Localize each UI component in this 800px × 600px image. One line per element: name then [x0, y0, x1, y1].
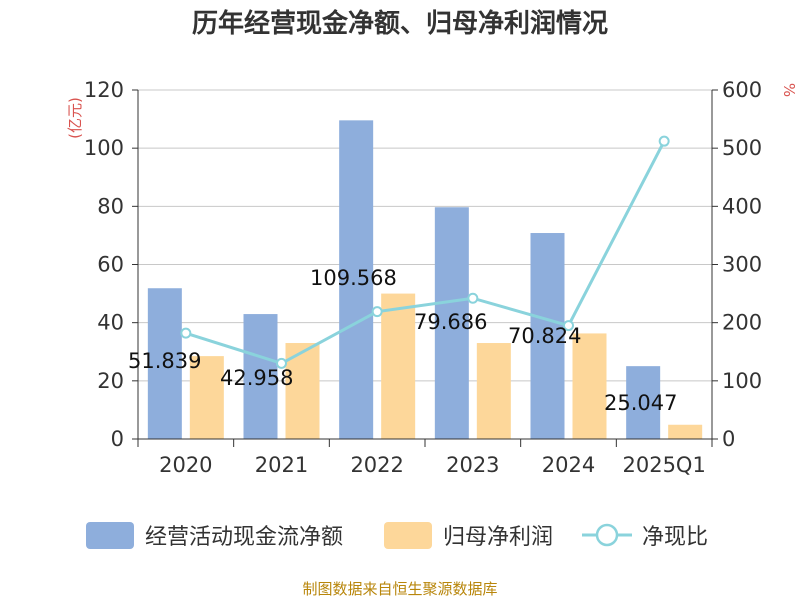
left-tick-label: 80	[97, 194, 124, 218]
data-labels: 51.839 42.958 109.568 79.686 70.824 25.047	[128, 266, 677, 415]
bar-netprofit	[189, 356, 224, 439]
legend-label-ratio: 净现比	[642, 525, 708, 550]
legend-swatch-cashflow	[86, 522, 134, 549]
ratio-point	[467, 292, 479, 304]
left-tick-label: 60	[97, 253, 124, 277]
bar-cashflow	[530, 233, 565, 439]
legend-swatch-netprofit	[384, 522, 432, 549]
right-tick-label: 600	[722, 78, 762, 102]
data-label-cashflow: 109.568	[310, 266, 397, 290]
right-tick-label: 200	[722, 311, 762, 335]
bar-netprofit	[668, 424, 703, 439]
right-tick-label: 0	[722, 427, 735, 451]
x-axis-ticks: 2020 2021 2022 2023 2024 2025Q1	[137, 439, 713, 477]
legend: 经营活动现金流净额 归母净利润 净现比	[86, 522, 708, 550]
x-tick-label: 2024	[542, 453, 595, 477]
data-label-cashflow: 42.958	[220, 366, 293, 390]
left-tick-label: 20	[97, 369, 124, 393]
ratio-point	[563, 320, 574, 332]
data-label-cashflow: 79.686	[414, 310, 487, 334]
data-source: 制图数据来自恒生聚源数据库	[302, 580, 497, 598]
x-tick-label: 2022	[350, 453, 403, 477]
right-axis-unit: %	[780, 83, 798, 97]
ratio-line	[185, 140, 666, 366]
right-tick-label: 500	[722, 136, 762, 160]
x-tick-label: 2020	[159, 453, 212, 477]
left-tick-label: 0	[111, 427, 124, 451]
right-tick-label: 400	[722, 194, 762, 218]
legend-marker-ratio	[595, 523, 619, 547]
bar-cashflow	[434, 207, 469, 439]
legend-label-netprofit: 归母净利润	[443, 525, 553, 550]
left-axis-ticks: 0 20 40 60 80 100 120	[84, 78, 138, 451]
legend-item-ratio[interactable]: 净现比	[582, 523, 708, 550]
line-series	[180, 135, 670, 369]
grid-lines	[138, 89, 712, 382]
bar-cashflow	[147, 288, 182, 439]
bar-netprofit	[572, 333, 607, 439]
left-axis-unit: (亿元)	[66, 97, 84, 139]
left-tick-label: 40	[97, 311, 124, 335]
ratio-point	[658, 135, 670, 147]
bar-series	[147, 120, 703, 440]
right-tick-label: 100	[722, 369, 762, 393]
x-tick-label: 2021	[255, 453, 308, 477]
left-tick-label: 100	[84, 136, 124, 160]
bar-cashflow	[626, 366, 661, 439]
x-tick-label: 2023	[446, 453, 499, 477]
ratio-point	[371, 306, 383, 318]
bar-cashflow	[339, 120, 374, 440]
data-label-cashflow: 25.047	[604, 391, 677, 415]
ratio-point	[180, 327, 192, 339]
right-tick-label: 300	[722, 253, 762, 277]
bar-netprofit	[381, 293, 416, 439]
left-tick-label: 120	[84, 78, 124, 102]
legend-item-cashflow[interactable]: 经营活动现金流净额	[86, 522, 343, 550]
bar-cashflow	[243, 314, 278, 439]
bar-netprofit	[476, 343, 511, 439]
data-label-cashflow: 70.824	[508, 324, 581, 348]
legend-label-cashflow: 经营活动现金流净额	[145, 525, 343, 550]
legend-item-netprofit[interactable]: 归母净利润	[384, 522, 553, 550]
chart-title: 历年经营现金净额、归母净利润情况	[192, 8, 608, 39]
right-axis-ticks: 0 100 200 300 400 500 600	[712, 78, 762, 451]
x-tick-label: 2025Q1	[622, 453, 705, 477]
ratio-point	[276, 357, 287, 369]
data-label-cashflow: 51.839	[128, 349, 201, 373]
